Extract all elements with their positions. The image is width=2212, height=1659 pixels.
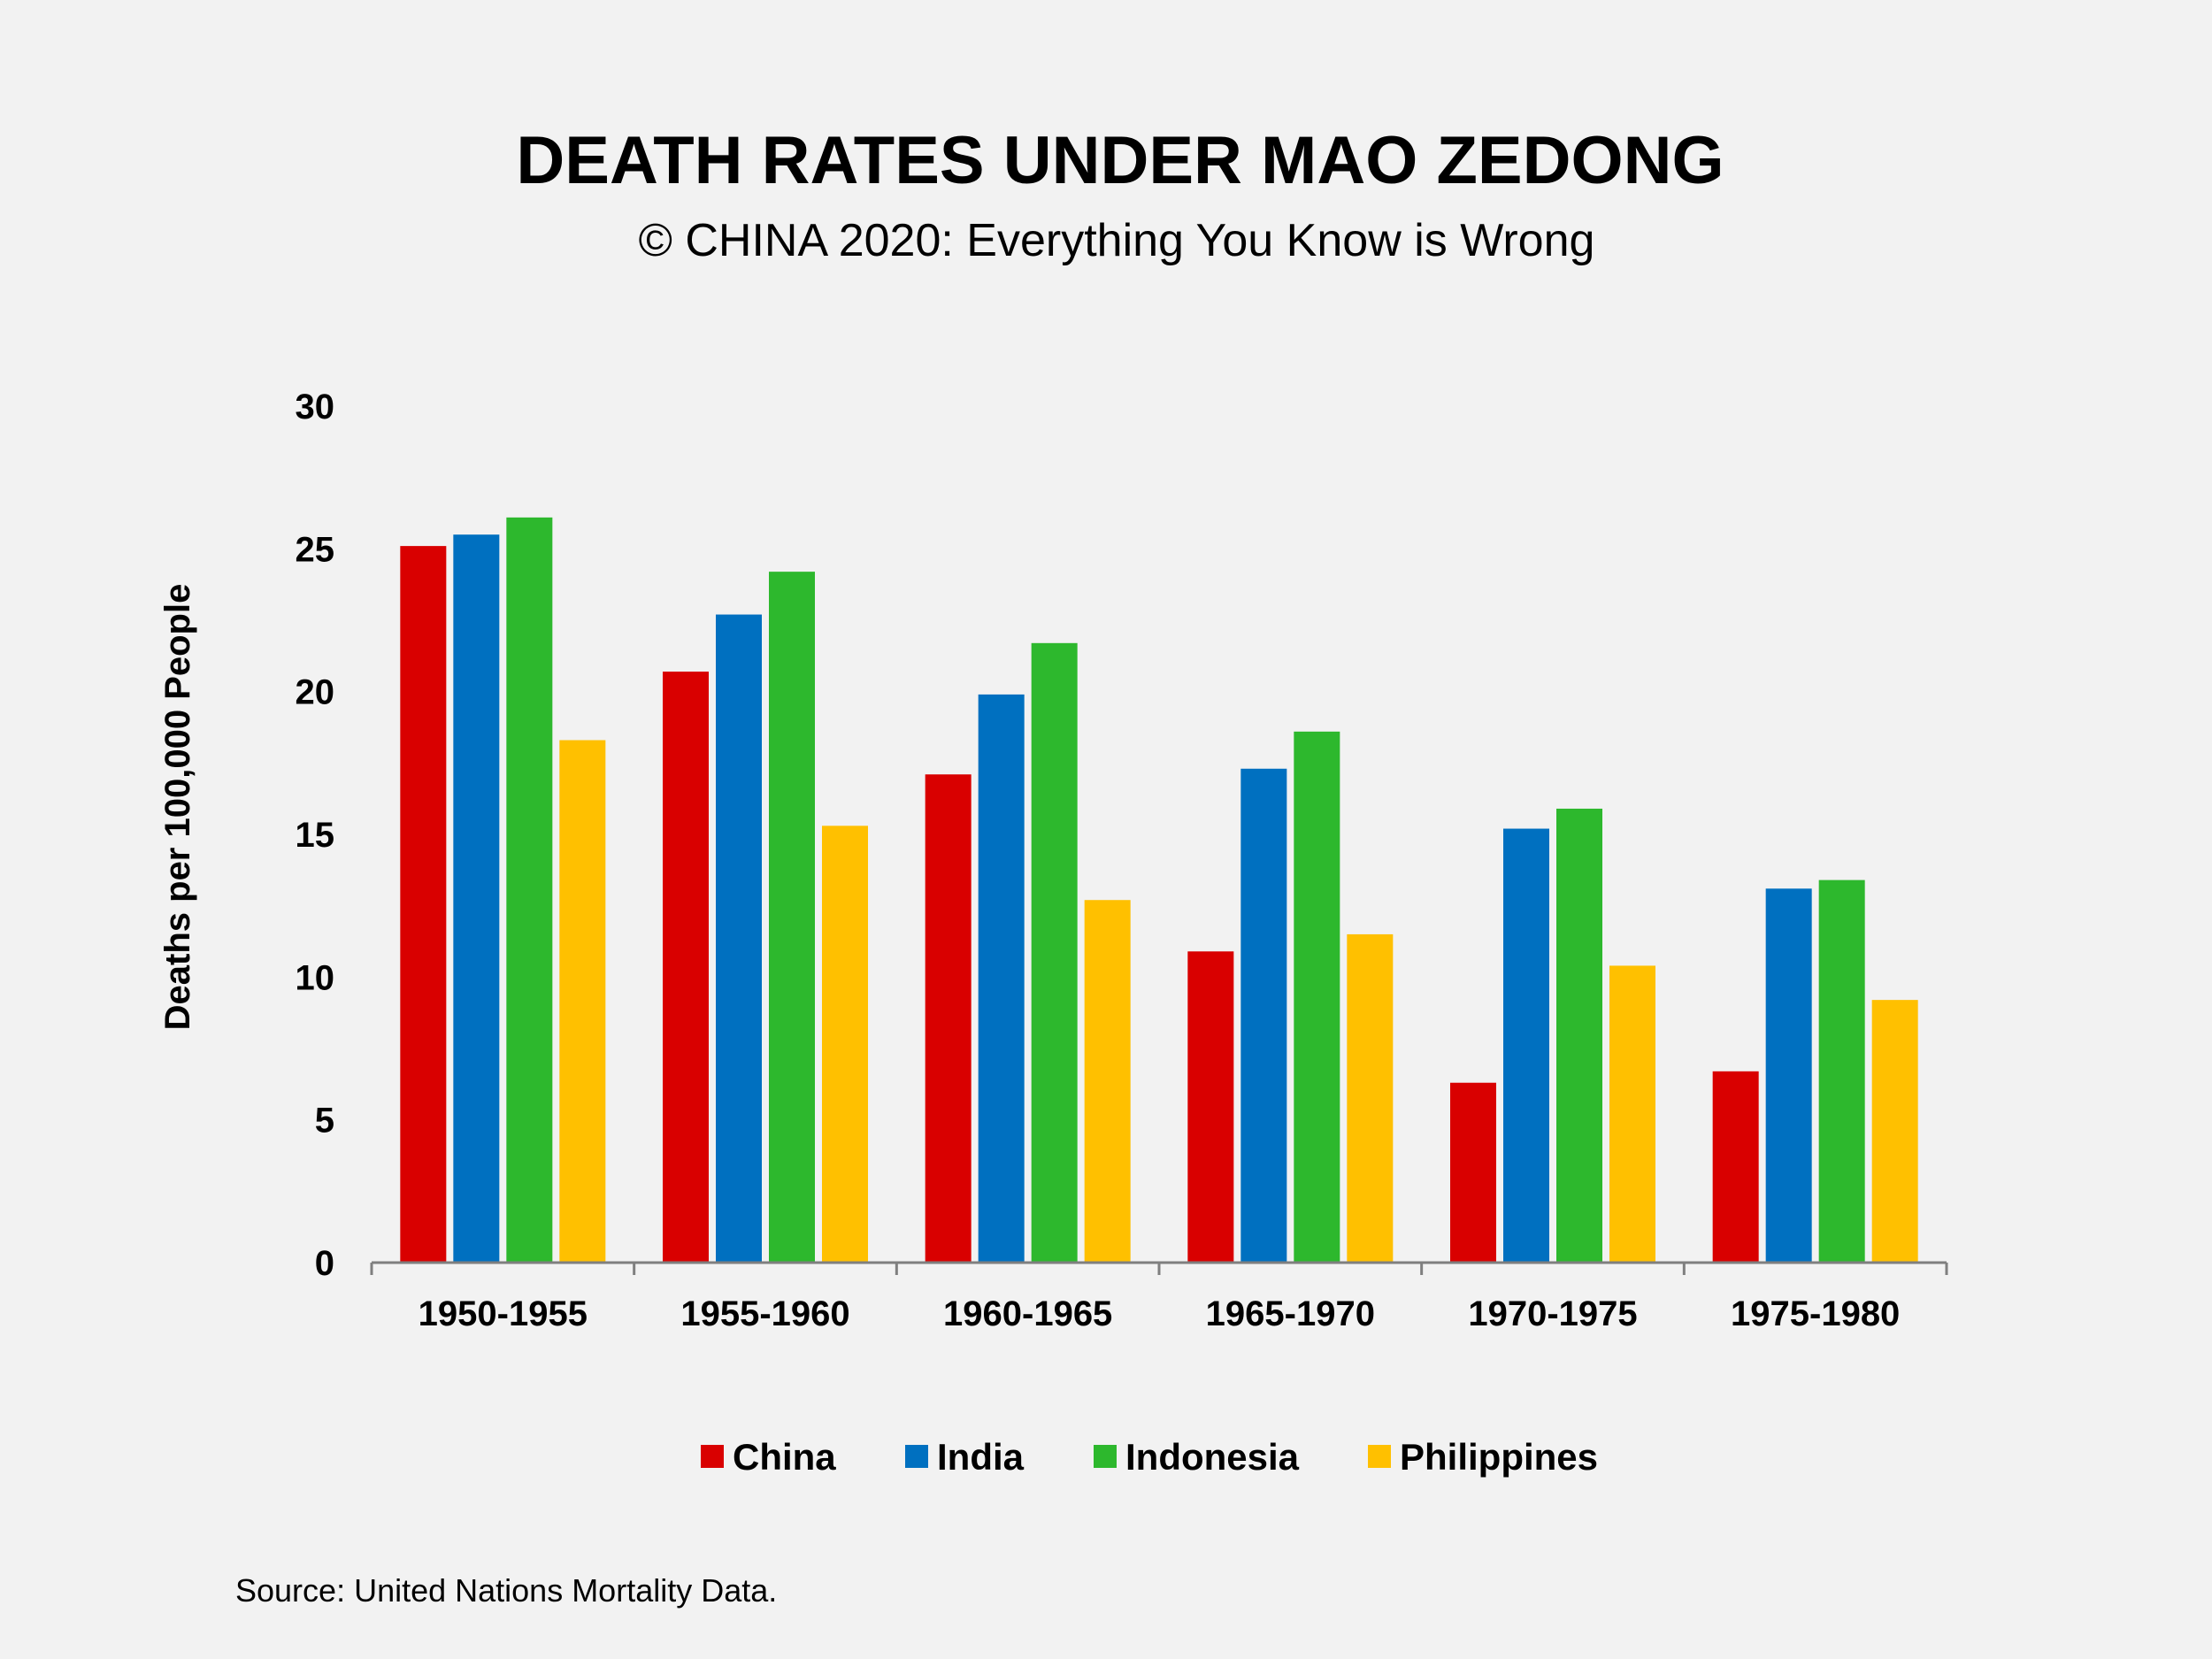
bar-philippines-1960-1965 — [1084, 900, 1131, 1263]
y-tick-label-4: 20 — [296, 673, 335, 712]
legend-swatch-indonesia — [1094, 1445, 1117, 1468]
bar-india-1960-1965 — [978, 694, 1025, 1263]
legend-swatch-china — [701, 1445, 724, 1468]
y-tick-label-2: 10 — [296, 958, 335, 997]
legend-swatch-india — [905, 1445, 928, 1468]
y-tick-label-5: 25 — [296, 530, 335, 569]
bar-china-1965-1970 — [1187, 951, 1234, 1263]
x-tick-label-2: 1960-1965 — [943, 1294, 1112, 1333]
y-tick-label-1: 5 — [315, 1102, 334, 1141]
y-axis-ticks: 0 5 10 15 20 25 30 — [296, 388, 335, 1283]
bar-india-1950-1955 — [453, 534, 500, 1263]
bar-india-1955-1960 — [716, 614, 762, 1263]
bar-philippines-1955-1960 — [822, 826, 868, 1263]
bar-philippines-1970-1975 — [1609, 965, 1655, 1263]
y-tick-label-3: 15 — [296, 816, 335, 855]
x-tick-label-5: 1975-1980 — [1731, 1294, 1900, 1333]
x-tick-label-4: 1970-1975 — [1468, 1294, 1637, 1333]
bar-philippines-1950-1955 — [559, 740, 606, 1263]
bar-indonesia-1960-1965 — [1031, 642, 1078, 1263]
bar-china-1960-1965 — [925, 774, 972, 1263]
legend-label-philippines: Philippines — [1400, 1436, 1598, 1478]
chart-subtitle: © CHINA 2020: Everything You Know is Wro… — [639, 215, 1595, 266]
bar-china-1975-1980 — [1712, 1071, 1759, 1263]
x-tick-label-0: 1950-1955 — [419, 1294, 588, 1333]
bar-china-1970-1975 — [1450, 1082, 1496, 1263]
bar-indonesia-1975-1980 — [1818, 879, 1865, 1263]
bar-philippines-1965-1970 — [1347, 933, 1394, 1263]
x-axis: 1950-1955 1955-1960 1960-1965 1965-1970 1970… — [370, 1261, 1948, 1333]
bar-indonesia-1950-1955 — [506, 517, 553, 1263]
x-tick-label-3: 1965-1970 — [1206, 1294, 1375, 1333]
source-note: Source: United Nations Mortality Data. — [235, 1572, 777, 1609]
legend-swatch-philippines — [1368, 1445, 1391, 1468]
x-tick-label-1: 1955-1960 — [680, 1294, 849, 1333]
bar-china-1950-1955 — [400, 546, 447, 1263]
legend-label-china: China — [733, 1436, 836, 1478]
legend-label-india: India — [937, 1436, 1025, 1478]
y-tick-label-6: 30 — [296, 388, 335, 426]
y-tick-label-0: 0 — [315, 1244, 334, 1283]
bars — [400, 517, 1918, 1263]
bar-indonesia-1955-1960 — [769, 572, 815, 1263]
bar-philippines-1975-1980 — [1871, 1000, 1918, 1263]
bar-india-1965-1970 — [1240, 768, 1287, 1263]
legend: China India Indonesia Philippines — [701, 1436, 1598, 1478]
bar-china-1955-1960 — [663, 672, 709, 1263]
bar-india-1970-1975 — [1503, 828, 1549, 1263]
bar-india-1975-1980 — [1765, 888, 1812, 1263]
chart-title: DEATH RATES UNDER MAO ZEDONG — [516, 123, 1724, 198]
y-axis-label: Deaths per 100,000 People — [158, 584, 197, 1031]
legend-label-indonesia: Indonesia — [1125, 1436, 1300, 1478]
bar-indonesia-1970-1975 — [1556, 808, 1602, 1263]
bar-indonesia-1965-1970 — [1294, 731, 1340, 1263]
